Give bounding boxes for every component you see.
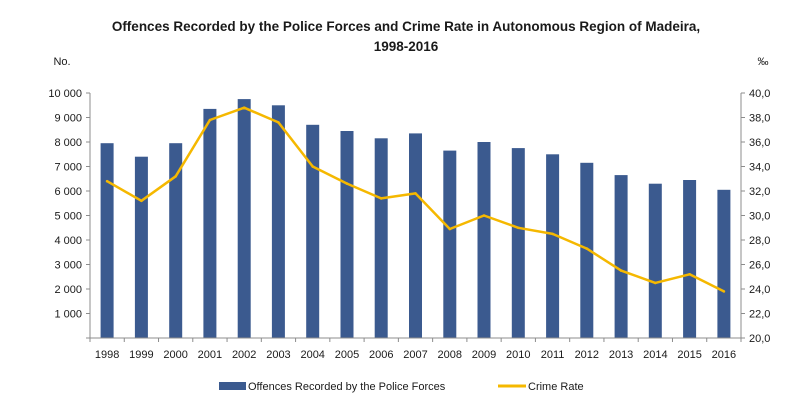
bar-2013 — [614, 175, 628, 338]
x-tick-label: 2002 — [232, 349, 256, 361]
x-tick-label: 2013 — [609, 349, 633, 361]
x-tick-label: 2003 — [266, 349, 290, 361]
y-right-tick-label: 20,0 — [749, 333, 770, 345]
x-tick-label: 2012 — [575, 349, 599, 361]
crime-rate-point-2011 — [551, 232, 554, 236]
crime-rate-point-2009 — [482, 214, 486, 217]
y-left-tick-label: 8 000 — [54, 137, 82, 149]
y-right-tick-label: 30,0 — [749, 211, 770, 223]
bar-2008 — [443, 150, 457, 338]
crime-rate-point-2007 — [414, 192, 417, 195]
bar-2012 — [580, 162, 594, 338]
x-tick-label: 2000 — [163, 349, 187, 361]
x-tick-label: 2004 — [300, 349, 324, 361]
crime-rate-point-1998 — [105, 179, 109, 183]
y-right-tick-label: 22,0 — [749, 309, 770, 321]
bar-2007 — [409, 133, 422, 338]
bar-2009 — [477, 142, 491, 338]
crime-rate-point-2010 — [517, 226, 520, 230]
crime-rate-point-2001 — [208, 118, 212, 122]
y-left-tick-label: 5 000 — [54, 211, 82, 223]
y-left-tick-label: 9 000 — [54, 113, 82, 125]
bar-2003 — [271, 105, 285, 339]
crime-rate-point-2012 — [585, 247, 589, 250]
y-axis-left-label: No. — [53, 56, 70, 68]
bar-2014 — [648, 183, 662, 338]
y-right-tick-label: 24,0 — [749, 284, 770, 296]
crime-rate-point-2006 — [379, 197, 383, 200]
crime-rate-point-2003 — [277, 121, 280, 124]
y-right-tick-label: 32,0 — [749, 186, 770, 198]
x-tick-label: 2015 — [677, 349, 701, 361]
bar-1998 — [100, 143, 114, 338]
y-left-tick-label: 1 000 — [54, 309, 82, 321]
x-tick-label: 2006 — [369, 349, 393, 361]
bar-2010 — [511, 148, 525, 338]
y-axis-right-label: ‰ — [758, 56, 769, 68]
x-tick-label: 2007 — [403, 349, 427, 361]
x-tick-label: 2005 — [335, 349, 359, 361]
y-right-tick-label: 26,0 — [749, 260, 770, 272]
crime-rate-point-2005 — [345, 182, 349, 185]
bar-1999 — [134, 156, 148, 338]
crime-rate-point-2002 — [242, 106, 246, 109]
legend-label-offences: Offences Recorded by the Police Forces — [248, 381, 446, 393]
chart-title-line2: 1998-2016 — [374, 39, 439, 54]
y-left-tick-label: 7 000 — [54, 162, 82, 174]
y-right-tick-label: 34,0 — [749, 162, 770, 174]
bar-2001 — [203, 108, 217, 339]
x-tick-label: 1999 — [129, 349, 153, 361]
y-left-tick-label: 3 000 — [54, 260, 82, 272]
y-left-tick-label: 4 000 — [54, 235, 82, 247]
legend-label-crime-rate: Crime Rate — [528, 381, 584, 393]
y-right-tick-label: 38,0 — [749, 113, 770, 125]
bar-2006 — [374, 138, 388, 338]
bar-2015 — [683, 180, 697, 338]
crime-rate-point-2013 — [619, 269, 623, 272]
plot-area: 1 000 2 000 3 000 4 000 5 000 6 000 7 000 8 000… — [48, 88, 770, 361]
crime-rate-point-2000 — [174, 175, 177, 178]
legend: Offences Recorded by the Police Forces C… — [219, 381, 584, 393]
y-right-tick-label: 36,0 — [749, 137, 770, 149]
y-left-tick-label: 2 000 — [54, 284, 82, 296]
y-left-tick-label: 6 000 — [54, 186, 82, 198]
x-tick-label: 2001 — [198, 349, 222, 361]
crime-rate-point-1999 — [140, 199, 143, 203]
x-tick-label: 2008 — [438, 349, 462, 361]
x-tick-label: 2016 — [712, 349, 736, 361]
x-tick-label: 2011 — [541, 349, 565, 361]
crime-rate-point-2015 — [688, 273, 691, 276]
crime-rate-point-2008 — [448, 227, 452, 231]
legend-swatch-offences — [219, 382, 246, 390]
x-tick-label: 2010 — [506, 349, 530, 361]
x-tick-label: 2009 — [472, 349, 496, 361]
bar-2011 — [546, 154, 560, 339]
crime-rate-point-2014 — [654, 281, 657, 285]
y-right-tick-label: 28,0 — [749, 235, 770, 247]
y-right-tick-label: 40,0 — [749, 88, 770, 100]
bar-2005 — [340, 131, 354, 338]
x-tick-label: 1998 — [95, 349, 119, 361]
x-tick-label: 2014 — [643, 349, 667, 361]
chart-title-line1: Offences Recorded by the Police Forces a… — [112, 19, 700, 34]
y-left-tick-label: 10 000 — [48, 88, 82, 100]
bar-2004 — [306, 124, 320, 338]
bar-2002 — [237, 99, 251, 338]
crime-rate-point-2004 — [311, 165, 315, 168]
bar-2016 — [717, 189, 731, 338]
bar-2000 — [169, 143, 183, 338]
crime-rate-point-2016 — [722, 290, 726, 293]
